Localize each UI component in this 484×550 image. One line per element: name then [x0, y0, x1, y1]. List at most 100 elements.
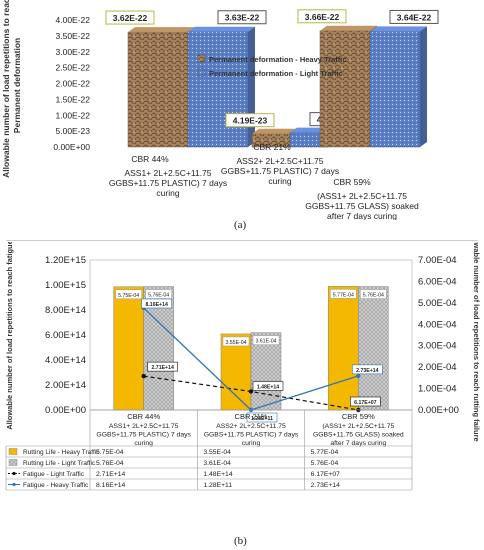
bar: [369, 31, 421, 148]
category-name: CBR 44%: [131, 154, 169, 164]
data-label: 3.66E-22: [305, 12, 340, 22]
legend-label: Permanent deformation - Heavy Traffic: [209, 55, 347, 64]
bar-top: [128, 27, 195, 33]
panel-b-label: (b): [234, 535, 247, 547]
bar-label: 5.77E-04: [333, 292, 354, 298]
category-name: CBR 21%: [235, 412, 268, 421]
category-desc: (ASS1+ 2L+2.5C+11.75 GGBS+11.75 GLASS) so…: [313, 423, 404, 447]
bar-label: 5.76E-04: [363, 293, 384, 299]
bar-label-box: [222, 336, 250, 347]
table-cell: 2.71E+14: [96, 471, 126, 478]
y-right-axis-title: Allowable number of load repetitions to …: [472, 242, 481, 442]
bar-top: [252, 128, 297, 134]
table-cell: 2.73E+14: [311, 482, 341, 489]
table-cell: 1.48E+14: [203, 471, 233, 478]
point-label-box: [141, 298, 172, 309]
point-label: 2.71E+14: [151, 365, 173, 371]
panel-a-label: (a): [234, 219, 247, 231]
point-label-box: [352, 364, 383, 375]
y-tick-label: 3.00E-22: [56, 47, 91, 57]
series-point: [356, 373, 361, 379]
y-tick-label: 5.00E-23: [56, 126, 91, 136]
data-label-box: [225, 113, 275, 128]
series-point: [248, 389, 254, 394]
legend-swatch: [8, 448, 18, 455]
bar-side: [420, 26, 427, 147]
table-cell: 6.17E+07: [311, 471, 341, 478]
legend-swatch-point: [12, 482, 16, 487]
y-left-tick-label: 0.00E+00: [45, 405, 86, 416]
table-cell: 3.61E-04: [203, 460, 231, 467]
y-left-tick-label: 6.00E+14: [45, 330, 86, 341]
y-right-tick-label: 6.00E-04: [418, 276, 457, 287]
bar: [187, 31, 249, 148]
legend-swatch: [197, 54, 206, 63]
y-right-tick-label: 7.00E-04: [418, 255, 457, 266]
point-label: 1.48E+14: [257, 385, 279, 391]
y-right-tick-label: 3.00E-04: [418, 341, 457, 352]
category-name: CBR 59%: [333, 177, 371, 187]
point-label-box: [147, 361, 178, 372]
point-label-box: [350, 396, 381, 407]
y-right-tick-label: 5.00E-04: [418, 298, 457, 309]
table-cell: 5.75E-04: [96, 449, 124, 456]
point-label: 1.28E+11: [251, 416, 273, 422]
y-left-tick-label: 2.00E+14: [45, 380, 86, 391]
table-cell: 5.76E-04: [96, 460, 124, 467]
data-label-box: [297, 9, 347, 24]
y-tick-label: 1.50E-22: [56, 94, 91, 104]
bar-label-box: [115, 289, 142, 300]
y-right-tick-label: 2.00E-04: [418, 362, 457, 373]
y-left-tick-label: 8.00E+14: [45, 305, 86, 316]
legend-label: Permanent deformation - Light Traffic: [209, 69, 343, 78]
point-label: 8.16E+14: [145, 302, 167, 308]
data-label-box: [105, 10, 155, 25]
point-label: 2.73E+14: [356, 368, 378, 374]
bar: [113, 286, 144, 411]
table-cell: 3.55E-04: [203, 449, 231, 456]
table-cell: 5.77E-04: [311, 449, 339, 456]
y-tick-label: 4.00E-22: [56, 15, 91, 25]
bar-top: [188, 26, 255, 32]
bar-side: [248, 26, 255, 148]
category-name: CBR 59%: [342, 412, 375, 421]
bar: [328, 286, 359, 411]
y-left-tick-label: 4.00E+14: [45, 355, 86, 366]
y-left-tick-label: 1.00E+15: [45, 280, 86, 291]
bar: [319, 30, 371, 148]
bar-label-box: [360, 289, 387, 299]
y-right-tick-label: 4.00E-04: [418, 319, 457, 330]
y-right-tick-label: 1.00E-04: [418, 384, 457, 395]
data-label-box: [217, 10, 267, 25]
bar-label: 5.75E-04: [118, 293, 139, 299]
legend-label: Fatigue - Light Traffic: [23, 471, 85, 478]
category-desc: ASS2+ 2L+2.5C+11.75 GGBS+11.75 PLASTIC) 7…: [221, 156, 339, 186]
table-cell: 1.28E+11: [203, 482, 232, 489]
table-cell: 5.76E-04: [311, 460, 339, 467]
y-tick-label: 3.50E-22: [56, 31, 91, 41]
bar-top: [370, 26, 427, 32]
divider: [6, 240, 478, 241]
bar: [127, 31, 189, 148]
category-desc: ASS2+ 2L+2.5C+11.75 GGBS+11.75 PLASTIC) 7…: [204, 423, 299, 447]
data-label: 3.63E-22: [225, 13, 260, 23]
bar: [358, 286, 389, 411]
point-label-box: [246, 412, 278, 423]
y-left-axis-title: Allowable number of load repetitions to …: [5, 242, 14, 430]
chart-a: Allowable number of load repetitions to …: [1, 0, 439, 220]
y-right-tick-label: 0.00E+00: [418, 405, 459, 416]
legend-label: Rutting Life - Heavy Traffic: [23, 449, 100, 456]
data-label: 3.62E-22: [113, 13, 148, 23]
legend-swatch: [8, 459, 18, 466]
y-tick-label: 2.50E-22: [56, 63, 91, 73]
legend-swatch-point: [12, 471, 16, 476]
y-left-tick-label: 1.20E+15: [45, 255, 86, 266]
category-desc: ASS1+ 2L+2.5C+11.75 GGBS+11.75 PLASTIC) 7…: [96, 423, 191, 447]
y-tick-label: 0.00E+00: [53, 142, 90, 152]
series-point: [141, 373, 146, 379]
category-desc: (ASS1+ 2L+2.5C+11.75 GGBS+11.75 GLASS) so…: [305, 191, 419, 220]
y-axis-title: Allowable number of load repetitions to …: [1, 0, 22, 178]
data-label: 3.64E-22: [397, 12, 432, 22]
legend-swatch: [197, 68, 206, 77]
legend-label: Rutting Life - Light Traffic: [23, 460, 96, 467]
